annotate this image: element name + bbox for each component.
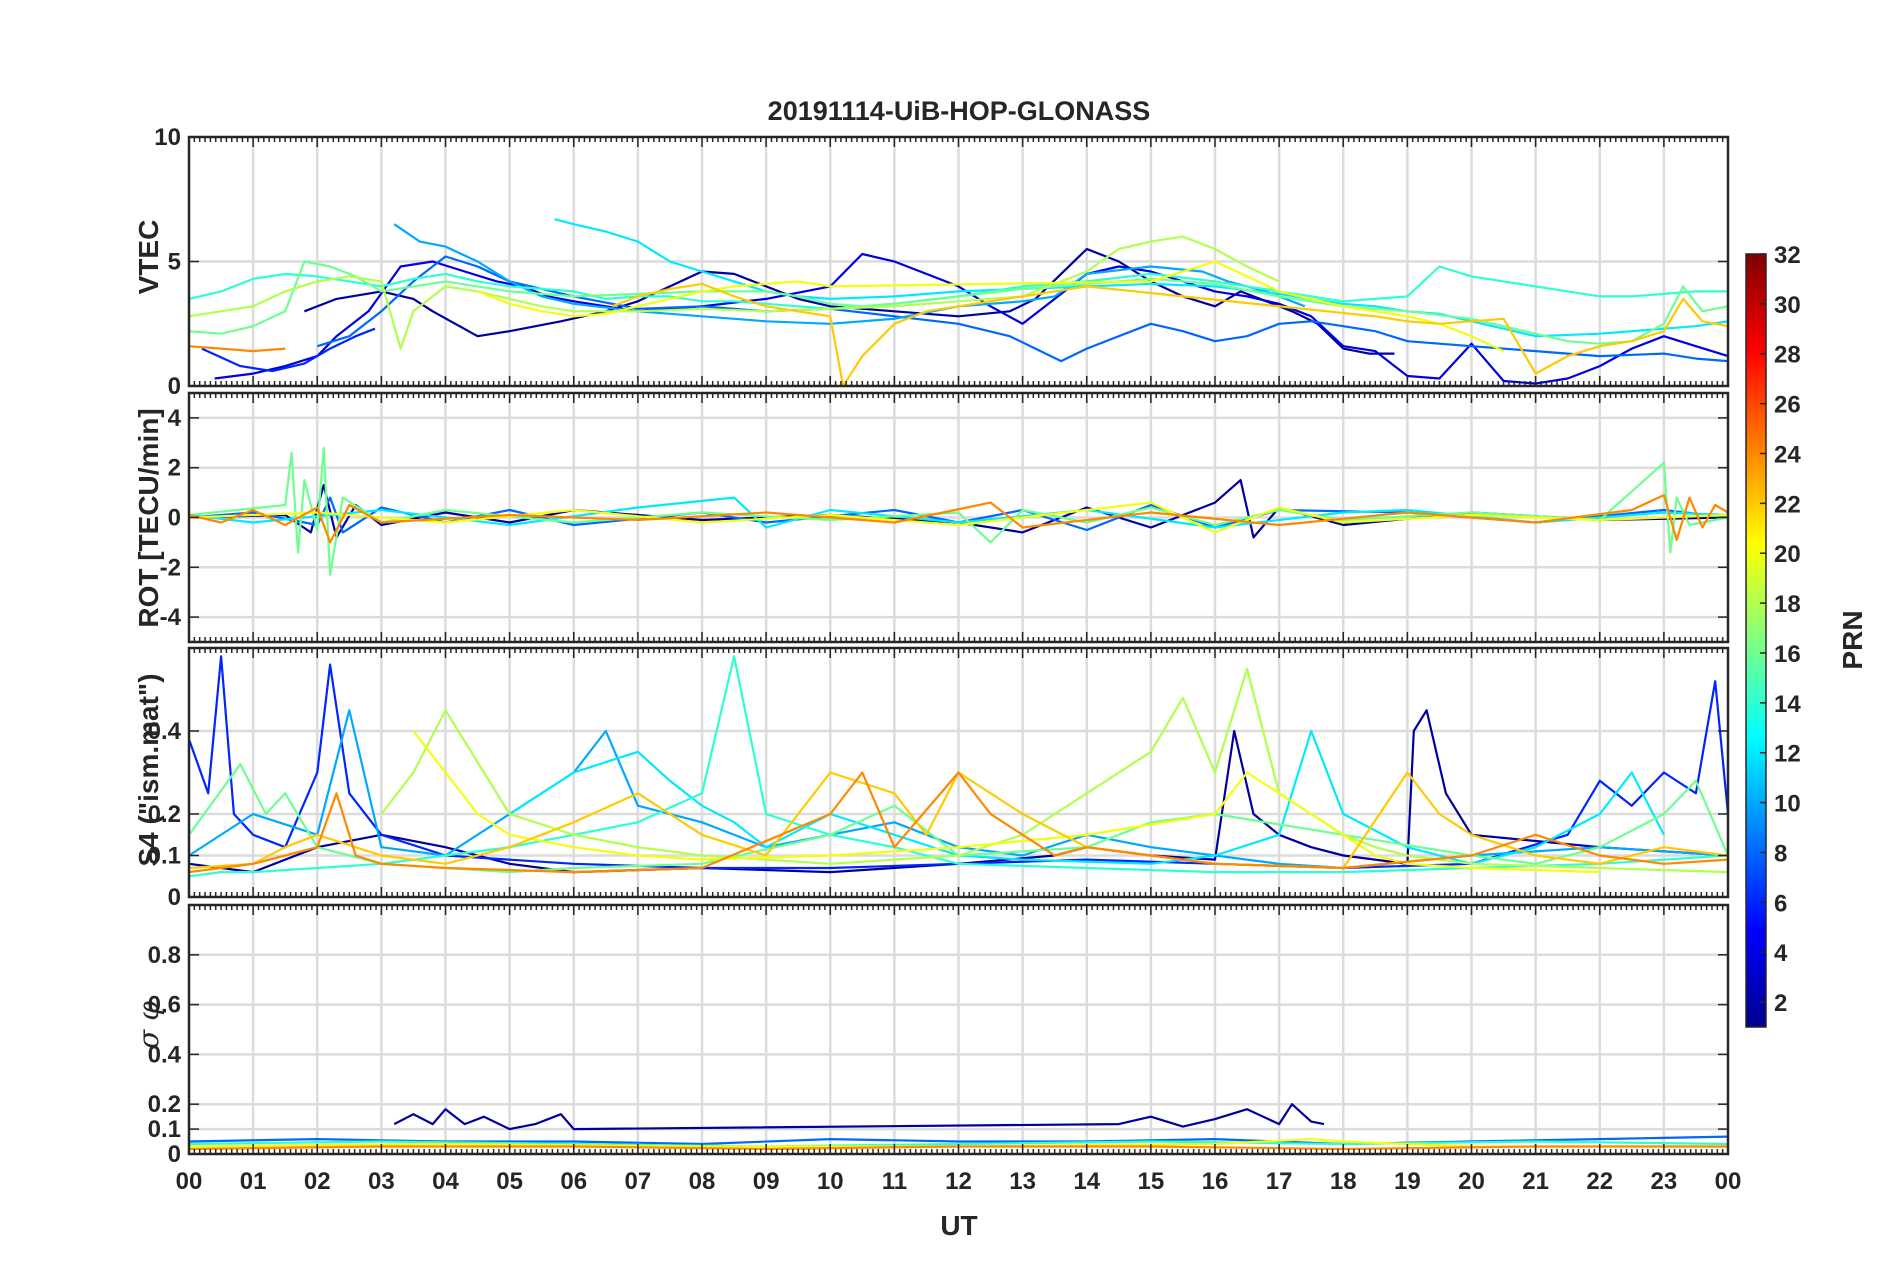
series-line-prn-12-vtec [554,218,1729,338]
x-tick-label: 14 [1073,1168,1100,1195]
x-tick-label: 03 [368,1168,395,1195]
x-axis-label: UT [940,1210,977,1241]
y-tick-label-rot: -4 [160,604,182,631]
x-tick-label: 10 [817,1168,844,1195]
y-tick-label-s4: 0 [168,884,181,911]
y-tick-label-vtec: 10 [154,124,181,151]
y-tick-label-s4: 0.1 [148,843,181,870]
y-tick-label-sigma_phi: 0.8 [148,942,181,969]
series-line-prn-18-vtec [188,235,1280,350]
series-line-prn-12-s4 [509,729,1665,865]
x-tick-label: 04 [432,1168,459,1195]
x-tick-label: 00 [176,1168,203,1195]
series-line-prn-8-vtec [316,255,1729,363]
x-tick-label: 18 [1330,1168,1357,1195]
series-line-prn-6-vtec [201,327,376,373]
series-line-prn-18-s4 [380,667,1729,874]
y-tick-label-rot: 2 [168,455,181,482]
series-line-prn-16-s4 [188,763,1730,874]
colorbar-tick-label: 2 [1774,990,1787,1017]
x-tick-label: 02 [304,1168,331,1195]
y-tick-label-sigma_phi: 0.6 [148,992,181,1019]
x-tick-label: 07 [625,1168,652,1195]
x-tick-label: 22 [1586,1168,1613,1195]
colorbar-tick-label: 16 [1774,641,1801,668]
x-tick-label: 00 [1715,1168,1742,1195]
colorbar-tick-label: 10 [1774,791,1801,818]
colorbar-tick-label: 14 [1774,691,1801,718]
colorbar-tick-label: 28 [1774,342,1801,369]
y-tick-label-sigma_phi: 0 [168,1141,181,1168]
x-tick-label: 17 [1266,1168,1293,1195]
x-tick-label: 15 [1138,1168,1165,1195]
chart-title: 20191114-UiB-HOP-GLONASS [768,96,1151,126]
y-tick-label-vtec: 0 [168,373,181,400]
y-tick-label-rot: -2 [160,554,181,581]
x-tick-label: 13 [1009,1168,1036,1195]
series-line-prn-6-s4 [187,655,1730,870]
y-axis-label-sigma-phi: σ φ [132,1001,165,1049]
y-axis-label-s4: S4 ("ism.mat") [133,673,164,866]
y-tick-label-s4: 0.4 [148,718,182,745]
y-tick-label-sigma_phi: 0.2 [148,1091,181,1118]
colorbar-tick-label: 26 [1774,392,1801,419]
x-tick-label: 23 [1651,1168,1678,1195]
colorbar-ticks [1760,253,1766,1003]
series-line-prn-16-vtec [188,260,1729,345]
series-line-prn-14-s4 [188,655,1729,878]
series-line-prn-20-vtec [477,260,1505,353]
colorbar-tick-label: 22 [1774,491,1801,518]
series-line-prn-4-vtec [214,252,1729,385]
x-tick-label: 16 [1202,1168,1229,1195]
grid-lines [189,137,1728,1154]
series-line-prn-24-vtec [188,345,286,353]
colorbar-tick-label: 12 [1774,741,1801,768]
colorbar-tick-label: 24 [1774,441,1801,468]
tick-marks [188,136,1729,1155]
x-tick-label: 21 [1522,1168,1549,1195]
series-line-prn-2-sigma_phi [393,1103,1325,1131]
colorbar-label: PRN [1837,610,1868,669]
y-axis-label-rot: ROT [TECU/min] [133,408,164,627]
y-tick-label-rot: 4 [168,405,182,432]
x-tick-label: 20 [1458,1168,1485,1195]
series-line-prn-22-s4 [188,771,1729,870]
x-tick-label: 19 [1394,1168,1421,1195]
x-tick-label: 06 [560,1168,587,1195]
x-tick-label: 05 [496,1168,523,1195]
y-tick-label-sigma_phi: 0.4 [148,1041,182,1068]
colorbar-tick-label: 6 [1774,890,1787,917]
series-line-prn-20-s4 [412,730,1600,874]
x-tick-label: 01 [240,1168,267,1195]
colorbar-tick-label: 20 [1774,541,1801,568]
y-tick-label-rot: 0 [168,505,181,532]
series-line-prn-24-s4 [188,771,1729,874]
x-tick-label: 09 [753,1168,780,1195]
y-tick-label-sigma_phi: 0.1 [148,1116,181,1143]
x-tick-label: 12 [945,1168,972,1195]
colorbar-tick-label: 30 [1774,292,1801,319]
series-line-prn-24-rot [188,494,1729,544]
y-tick-label-vtec: 5 [168,249,181,276]
y-axis-label-vtec: VTEC [133,220,164,295]
series-line-prn-22-vtec [611,282,1729,388]
y-tick-label-s4: 0.2 [148,801,181,828]
colorbar-gradient [1745,253,1767,1028]
colorbar-tick-label: 32 [1774,242,1801,269]
colorbar-tick-label: 18 [1774,591,1801,618]
colorbar-tick-label: 8 [1774,840,1787,867]
colorbar-tick-label: 4 [1774,940,1788,967]
series-line-prn-20-rot [188,501,1729,534]
x-tick-label: 08 [689,1168,716,1195]
x-tick-label: 11 [882,1168,907,1195]
